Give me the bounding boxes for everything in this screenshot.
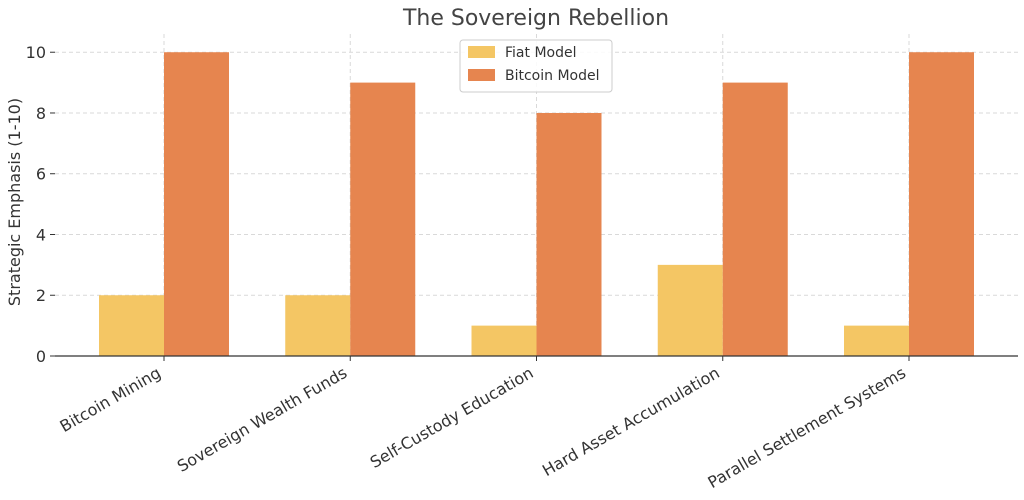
bar-fiat-model-bitcoin-mining: [99, 295, 164, 356]
legend-swatch-fiat-model: [468, 46, 495, 58]
chart-title: The Sovereign Rebellion: [402, 6, 669, 31]
y-axis-label: Strategic Emphasis (1-10): [5, 98, 24, 306]
y-tick-label: 0: [36, 347, 46, 366]
x-tick-label: Sovereign Wealth Funds: [174, 363, 350, 476]
y-tick-label: 6: [36, 165, 46, 184]
bar-fiat-model-self-custody-education: [471, 325, 537, 356]
legend-label-fiat-model: Fiat Model: [505, 45, 576, 61]
bar-bitcoin-model-hard-asset-accumulation: [722, 82, 788, 357]
bar-fiat-model-hard-asset-accumulation: [657, 264, 723, 356]
x-tick-label: Parallel Settlement Systems: [705, 363, 909, 492]
bar-bitcoin-model-sovereign-wealth-funds: [350, 82, 416, 357]
bar-fiat-model-sovereign-wealth-funds: [285, 295, 351, 356]
x-tick-label: Bitcoin Mining: [57, 363, 164, 436]
bar-fiat-model-parallel-settlement-systems: [844, 325, 909, 356]
legend: Fiat Model Bitcoin Model: [459, 39, 613, 93]
legend-label-bitcoin-model: Bitcoin Model: [505, 68, 600, 84]
legend-frame: [459, 39, 613, 93]
bars: [99, 52, 974, 357]
bar-bitcoin-model-bitcoin-mining: [164, 52, 229, 357]
y-tick-label: 8: [36, 104, 46, 123]
y-tick-label: 4: [36, 225, 46, 244]
x-tick-label: Self-Custody Education: [367, 363, 537, 472]
bar-bitcoin-model-self-custody-education: [536, 112, 602, 356]
x-axis-ticks: Bitcoin Mining Sovereign Wealth Funds Self…: [57, 356, 910, 492]
y-tick-label: 10: [26, 43, 46, 62]
bar-bitcoin-model-parallel-settlement-systems: [909, 52, 974, 357]
y-tick-label: 2: [36, 286, 46, 305]
y-axis-ticks: 0 2 4 6 8 10: [26, 43, 55, 366]
x-tick-label: Hard Asset Accumulation: [539, 363, 723, 480]
legend-swatch-bitcoin-model: [468, 69, 495, 81]
